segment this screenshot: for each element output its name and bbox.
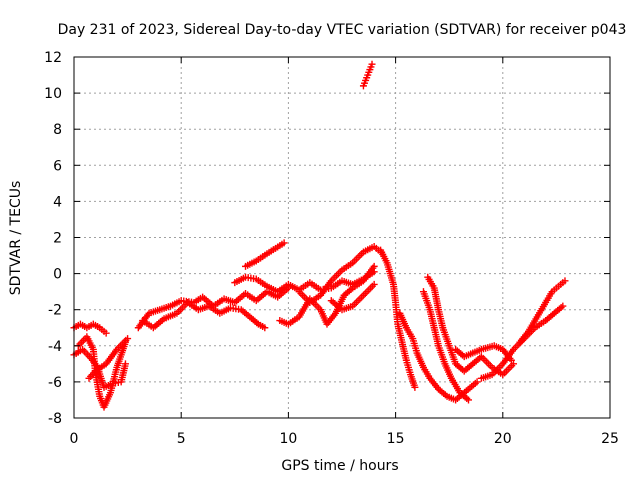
data-point <box>507 356 515 364</box>
x-tick-label: 10 <box>279 431 297 447</box>
axis-ticks: 0 5 10 15 20 25 -8 -6 -4 -2 0 2 4 6 8 10 12 <box>44 50 619 447</box>
series-arc-d <box>85 335 132 382</box>
data-point <box>121 360 129 368</box>
data-point <box>370 262 378 270</box>
y-tick-label: 8 <box>53 122 62 138</box>
y-tick-label: 0 <box>53 267 62 283</box>
data-point <box>561 277 569 285</box>
series-arc-l <box>359 60 376 90</box>
data-point <box>464 396 472 404</box>
x-tick-label: 0 <box>70 431 79 447</box>
series-arc-s <box>516 277 569 346</box>
series-arc-p <box>424 273 518 379</box>
data-point <box>510 360 518 368</box>
y-tick-label: -6 <box>48 375 62 391</box>
series-arc-g <box>231 268 378 296</box>
data-points <box>70 60 569 411</box>
chart-title: Day 231 of 2023, Sidereal Day-to-day VTE… <box>58 22 627 38</box>
y-tick-label: 2 <box>53 231 62 247</box>
y-tick-label: -2 <box>48 303 62 319</box>
data-point <box>411 383 419 391</box>
series-arc-f <box>139 298 269 332</box>
series-arc-c <box>74 333 129 411</box>
x-tick-label: 5 <box>177 431 186 447</box>
y-tick-label: 12 <box>44 50 62 66</box>
series-arc-o <box>419 288 472 404</box>
y-tick-label: -8 <box>48 411 62 427</box>
data-point <box>559 302 567 310</box>
data-point <box>102 329 110 337</box>
x-axis-label: GPS time / hours <box>281 458 398 474</box>
data-point <box>368 60 376 68</box>
series-arc-m <box>377 246 419 391</box>
x-tick-label: 20 <box>494 431 512 447</box>
y-tick-label: -4 <box>48 339 62 355</box>
data-point <box>370 280 378 288</box>
x-tick-label: 25 <box>601 431 619 447</box>
series-arc-k <box>327 280 378 314</box>
series-arc-h <box>242 239 288 270</box>
y-tick-label: 6 <box>53 158 62 174</box>
data-point <box>124 335 132 343</box>
x-tick-label: 15 <box>387 431 405 447</box>
grid-lines <box>74 57 610 418</box>
series-arc-n <box>396 309 481 404</box>
data-point <box>280 239 288 247</box>
y-tick-label: 10 <box>44 86 62 102</box>
y-tick-label: 4 <box>53 194 62 210</box>
y-axis-label: SDTVAR / TECUs <box>8 181 24 296</box>
series-arc-a <box>70 320 110 337</box>
data-point <box>473 378 481 386</box>
data-point <box>261 324 269 332</box>
